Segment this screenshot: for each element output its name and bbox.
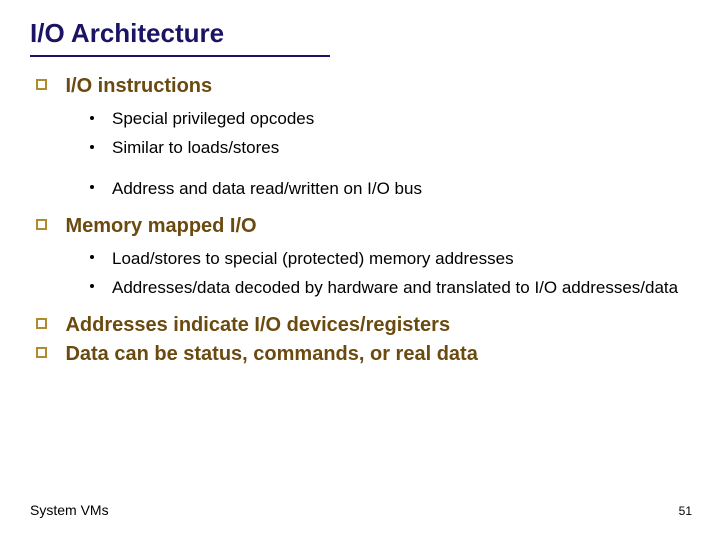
sub-text: Special privileged opcodes xyxy=(112,109,314,128)
footer-text: System VMs xyxy=(30,502,109,518)
list-item: Memory mapped I/O Load/stores to special… xyxy=(36,215,690,300)
sub-item: Addresses/data decoded by hardware and t… xyxy=(90,277,690,300)
sub-text: Addresses/data decoded by hardware and t… xyxy=(112,278,678,297)
sub-item: Load/stores to special (protected) memor… xyxy=(90,248,690,271)
square-bullet-icon xyxy=(36,79,47,90)
bullet-label: I/O instructions xyxy=(65,75,212,97)
list-item: Data can be status, commands, or real da… xyxy=(36,343,690,366)
bullet-label: Data can be status, commands, or real da… xyxy=(65,343,477,365)
square-bullet-icon xyxy=(36,318,47,329)
bullet-label: Addresses indicate I/O devices/registers xyxy=(65,314,450,336)
sub-item: Similar to loads/stores xyxy=(90,137,690,160)
square-bullet-icon xyxy=(36,347,47,358)
dot-bullet-icon xyxy=(90,185,94,189)
sub-text: Address and data read/written on I/O bus xyxy=(112,179,422,198)
sub-list: Special privileged opcodes Similar to lo… xyxy=(90,108,690,201)
page-number: 51 xyxy=(679,504,692,518)
sub-text: Similar to loads/stores xyxy=(112,138,279,157)
title-underline xyxy=(30,55,330,57)
dot-bullet-icon xyxy=(90,284,94,288)
dot-bullet-icon xyxy=(90,116,94,120)
sub-list: Load/stores to special (protected) memor… xyxy=(90,248,690,300)
slide-title: I/O Architecture xyxy=(30,18,690,49)
sub-item: Special privileged opcodes xyxy=(90,108,690,131)
dot-bullet-icon xyxy=(90,255,94,259)
list-item: Addresses indicate I/O devices/registers xyxy=(36,314,690,337)
bullet-list: I/O instructions Special privileged opco… xyxy=(36,75,690,366)
dot-bullet-icon xyxy=(90,145,94,149)
square-bullet-icon xyxy=(36,219,47,230)
sub-text: Load/stores to special (protected) memor… xyxy=(112,249,514,268)
list-item: I/O instructions Special privileged opco… xyxy=(36,75,690,201)
bullet-label: Memory mapped I/O xyxy=(65,215,256,237)
sub-item: Address and data read/written on I/O bus xyxy=(90,178,690,201)
